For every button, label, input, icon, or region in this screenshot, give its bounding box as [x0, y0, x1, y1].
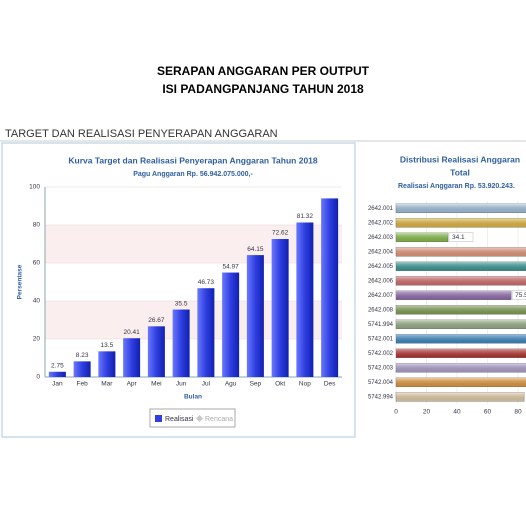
x-tick-label: Apr	[127, 381, 138, 388]
x-tick-label: Agu	[225, 381, 237, 388]
x-tick-label: Mei	[151, 381, 161, 388]
y-tick-label: 60	[33, 260, 41, 267]
bar-shade	[396, 319, 526, 329]
title: ISI PADANGPANJANG TAHUN 2018	[162, 82, 364, 96]
data-label: 72.62	[272, 230, 289, 237]
x-tick-label: Des	[324, 381, 336, 388]
x-tick-label: 20	[423, 409, 431, 416]
title: SERAPAN ANGGARAN PER OUTPUT	[157, 64, 370, 78]
bar-shade	[396, 363, 526, 373]
y-tick-label: 20	[33, 336, 41, 343]
data-label: 35.5	[175, 300, 188, 307]
y-tick-label: 5742.003	[368, 365, 394, 371]
chart-title: Kurva Target dan Realisasi Penyerapan An…	[68, 155, 318, 165]
data-label: 26.67	[148, 317, 165, 324]
y-tick-label: 5741.994	[368, 322, 394, 328]
chart-subtitle: Realisasi Anggaran Rp. 53.920.243.	[398, 183, 515, 190]
bar-shade	[396, 261, 526, 271]
chart-title: Total	[450, 167, 470, 177]
data-label-box	[511, 290, 526, 300]
y-tick-label: 5742.994	[368, 394, 394, 400]
x-tick-label: Sep	[250, 381, 262, 388]
grid-band	[45, 301, 342, 339]
bar-shade	[396, 392, 525, 402]
x-tick-label: Mar	[101, 381, 113, 388]
bar	[321, 198, 339, 377]
x-tick-label: 0	[394, 409, 398, 416]
y-tick-label: 2642.004	[368, 249, 394, 255]
x-tick-label: Feb	[77, 381, 89, 388]
y-tick-label: 2642.002	[368, 220, 394, 226]
bar	[123, 338, 141, 377]
y-tick-label: 100	[29, 184, 40, 191]
y-tick-label: 5742.001	[368, 336, 394, 342]
y-tick-label: 5742.004	[368, 380, 394, 386]
bar	[222, 272, 240, 377]
bar	[172, 309, 190, 377]
legend-swatch	[155, 415, 162, 422]
y-tick-label: 80	[33, 222, 41, 229]
y-tick-label: 0	[36, 374, 40, 381]
data-label: 81.32	[297, 213, 314, 220]
y-tick-label: 2642.006	[368, 278, 394, 284]
bar-shade	[396, 290, 512, 300]
y-tick-label: 2642.003	[368, 235, 394, 241]
bar-shade	[396, 377, 526, 387]
y-tick-label: 2642.001	[368, 206, 394, 212]
data-label: 8.23	[76, 352, 89, 359]
bar-shade	[396, 232, 449, 242]
bar	[147, 326, 165, 377]
data-label-box	[448, 232, 474, 242]
x-tick-label: 80	[514, 409, 522, 416]
bar	[197, 288, 215, 377]
bar-shade	[396, 247, 526, 257]
chart-title: Distribusi Realisasi Anggaran	[400, 154, 520, 164]
legend-label[interactable]: Rencana	[205, 416, 233, 423]
legend-swatch	[195, 414, 204, 423]
y-tick-label: 2642.005	[368, 264, 394, 270]
data-label: 20.41	[123, 329, 140, 336]
data-label: 2.75	[51, 362, 64, 369]
bar-shade	[396, 218, 526, 228]
panel-title: TARGET DAN REALISASI PENYERAPAN ANGGARAN	[5, 128, 278, 140]
data-label: 13.5	[101, 342, 114, 349]
y-tick-label: 5742.002	[368, 351, 394, 357]
chart-subtitle: Pagu Anggaran Rp. 56.942.075.000,-	[133, 171, 253, 178]
x-tick-label: Okt	[275, 381, 285, 388]
y-tick-label: 40	[33, 298, 41, 305]
y-axis-title: Persentase	[17, 264, 24, 299]
legend-label[interactable]: Realisasi	[165, 416, 194, 423]
legend-box	[149, 408, 236, 428]
bar-shade	[396, 305, 526, 315]
bar	[98, 351, 116, 377]
data-label: 46.73	[198, 279, 215, 286]
bar	[271, 239, 289, 377]
x-tick-label: 60	[484, 409, 492, 416]
data-label: 34.1	[452, 234, 465, 241]
x-axis-title: Bulan	[184, 394, 202, 401]
panel	[1, 142, 356, 438]
bar-shade	[396, 334, 526, 344]
data-label: 54.97	[222, 263, 239, 270]
x-tick-label: Jun	[176, 381, 187, 388]
x-tick-label: Jul	[202, 381, 211, 388]
x-tick-label: Jan	[52, 381, 63, 388]
bar-shade	[396, 276, 526, 286]
y-tick-label: 2642.008	[368, 307, 394, 313]
grid-band	[45, 225, 342, 263]
bar	[296, 222, 314, 377]
bar	[246, 255, 264, 377]
x-tick-label: 40	[453, 409, 461, 416]
data-label: 75.5	[515, 292, 526, 299]
bar	[48, 371, 66, 377]
bar	[73, 361, 91, 377]
bar-shade	[396, 203, 526, 213]
bar-shade	[396, 348, 526, 358]
y-tick-label: 2642.007	[368, 293, 394, 299]
data-label: 64.15	[247, 246, 264, 253]
x-tick-label: Nop	[299, 381, 311, 388]
